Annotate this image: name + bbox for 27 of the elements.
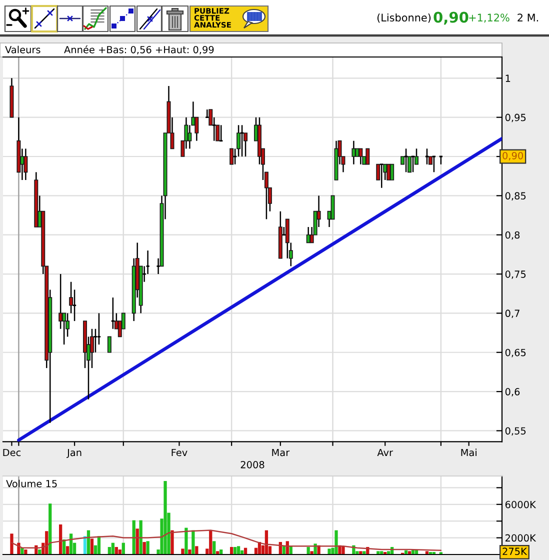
text: 2 M.: [518, 14, 538, 22]
x-axis-title: 2008: [240, 461, 264, 468]
y-tick-label: 6000K: [505, 500, 536, 508]
y-tick-label: 0,7: [505, 310, 520, 318]
y-tick-label: 2000K: [505, 534, 536, 542]
y-tick-label: 1: [506, 74, 510, 82]
y-tick-label: 0,85: [505, 192, 526, 201]
x-tick-label: Mar: [272, 448, 290, 456]
y-tick-label: 0,65: [505, 348, 526, 358]
x-tick-label: Avr: [377, 448, 394, 456]
x-tick-label: Jan: [66, 448, 82, 458]
y-tick-label: 0,6: [505, 388, 520, 396]
y-tick-label: 0,55: [505, 427, 526, 436]
x-tick-label: Dec: [3, 448, 21, 456]
annotation: 275K: [502, 548, 528, 556]
text: +1,12%: [469, 14, 510, 23]
text: (Lisbonne): [377, 13, 431, 23]
chart-title: Valeurs: [5, 46, 40, 54]
chart-subtitle: Année +Bas: 0,56 +Haut: 0,99: [64, 45, 214, 54]
annotation: 0,90: [502, 152, 523, 160]
x-tick-label: Fev: [172, 448, 188, 456]
text: 0,90: [434, 12, 468, 25]
y-tick-label: 0,95: [505, 114, 526, 122]
y-tick-label: 0,8: [505, 231, 520, 240]
chart-title: Volume 15: [6, 480, 57, 488]
x-tick-label: Mai: [461, 448, 476, 456]
y-tick-label: 0,75: [505, 270, 526, 279]
